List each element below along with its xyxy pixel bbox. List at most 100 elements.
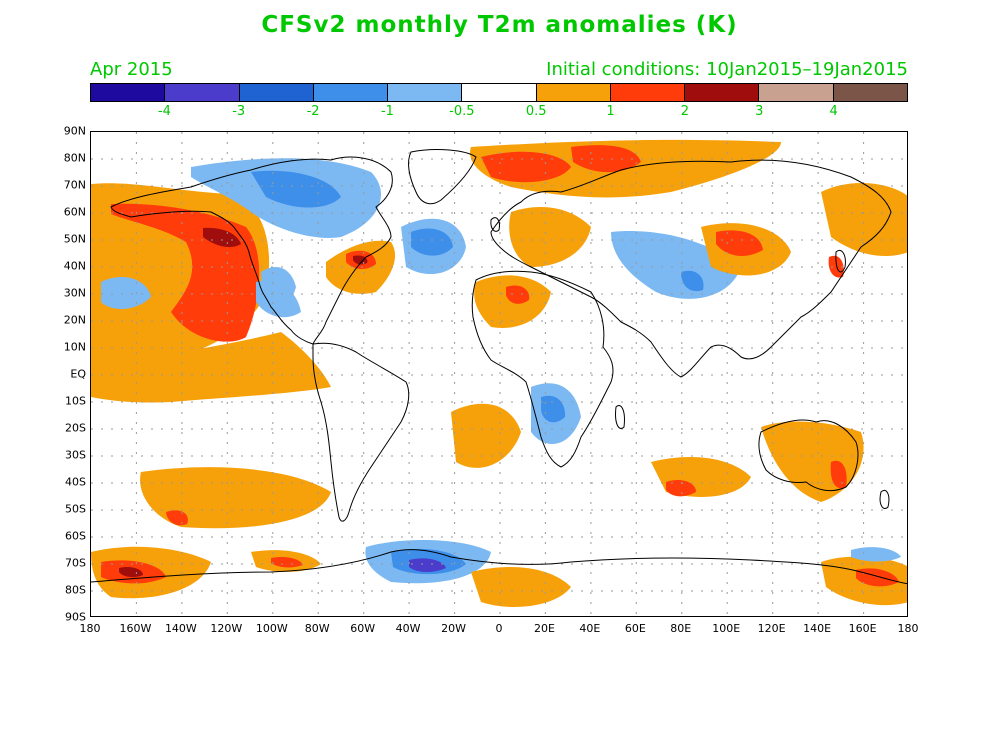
latitude-tick-label: EQ	[70, 367, 86, 381]
latitude-tick-label: 80N	[63, 151, 86, 165]
map-grid	[91, 132, 907, 616]
legend-label: 1	[606, 104, 615, 119]
latitude-tick-label: 60N	[63, 205, 86, 219]
anomaly-n-africa-core	[506, 285, 530, 304]
legend-swatch	[462, 84, 537, 101]
anomaly-arctic-warm-core	[481, 151, 571, 183]
latitude-tick-label: 50N	[63, 232, 86, 246]
longitude-tick-label: 0	[495, 622, 503, 635]
legend-label: 2	[680, 104, 690, 119]
anomaly-s-atlantic-warm	[451, 403, 521, 468]
chart-title: CFSv2 monthly T2m anomalies (K)	[261, 12, 738, 38]
anomaly-s-ocean-warm-1-dark	[119, 566, 143, 578]
anomaly-antarctic-warm-2-core	[271, 556, 303, 568]
coast-eurasia	[490, 159, 892, 378]
latitude-tick-label: 80S	[65, 583, 86, 597]
coast-antarctica	[91, 549, 907, 585]
anomaly-central-asia-core	[716, 230, 763, 256]
legend-swatch	[833, 84, 907, 101]
anomaly-shading	[91, 139, 907, 607]
longitude-tick-label: 60W	[350, 622, 376, 635]
latitude-tick-label: 40N	[63, 259, 86, 273]
anomaly-asia-cold-core	[681, 270, 704, 292]
coast-madagascar	[615, 405, 625, 429]
latitude-tick-label: 90S	[65, 610, 86, 624]
anomaly-s-pacific-core	[166, 510, 188, 526]
longitude-tick-label: 140E	[803, 622, 832, 635]
legend-label: -0.5	[449, 104, 475, 119]
latitude-tick-label: 10S	[65, 394, 86, 408]
map-svg	[91, 132, 907, 616]
longitude-tick-label: 60E	[624, 622, 646, 635]
anomaly-indian-ocean-warm	[651, 457, 751, 497]
longitude-tick-label: 80E	[670, 622, 692, 635]
longitude-tick-label: 80W	[304, 622, 330, 635]
longitude-tick-label: 180	[897, 622, 919, 635]
anomaly-australia-core	[830, 460, 847, 489]
anomaly-weddell-cold-core	[409, 558, 446, 573]
latitude-tick-label: 70N	[63, 178, 86, 192]
longitude-tick-label: 160W	[119, 622, 152, 635]
anomaly-us-cold	[261, 267, 296, 307]
latitude-tick-label: 30S	[65, 448, 86, 462]
latitude-tick-label: 20S	[65, 421, 86, 435]
legend-swatch	[313, 84, 389, 101]
latitude-tick-label: 90N	[63, 124, 86, 138]
longitude-tick-label: 120E	[757, 622, 786, 635]
legend-swatch	[759, 84, 834, 101]
latitude-tick-label: 70S	[65, 556, 86, 570]
coast-north-america	[110, 156, 393, 345]
legend-swatch	[91, 84, 166, 101]
legend-label: -2	[306, 104, 320, 119]
anomaly-ross-warm-core	[856, 568, 899, 587]
anomaly-arctic-warm-core2	[571, 145, 641, 173]
longitude-tick-label: 100E	[712, 622, 741, 635]
anomaly-s-pacific-warm	[140, 467, 331, 529]
longitude-tick-label: 120W	[210, 622, 243, 635]
color-legend	[90, 83, 908, 102]
legend-label: -1	[380, 104, 394, 119]
longitude-tick-label: 40E	[579, 622, 601, 635]
coast-africa	[471, 270, 614, 468]
longitude-tick-label: 160E	[848, 622, 877, 635]
legend-swatch	[388, 84, 463, 101]
anomaly-n-atlantic-cold-core	[411, 228, 453, 256]
legend-label: -4	[157, 104, 171, 119]
forecast-month: Apr 2015	[90, 59, 173, 80]
latitude-tick-label: 10N	[63, 340, 86, 354]
anomaly-indian-ocean-core	[666, 480, 696, 497]
anomaly-africa-cold-core	[541, 395, 566, 423]
anomaly-canada-cold-core	[251, 170, 341, 208]
legend-label: 3	[755, 104, 764, 119]
anomaly-australia-warm	[761, 421, 864, 502]
coast-australia	[758, 419, 859, 492]
initial-conditions: Initial conditions: 10Jan2015–19Jan2015	[546, 59, 908, 80]
longitude-tick-label: 20W	[441, 622, 466, 635]
legend-swatch	[610, 84, 686, 101]
anomaly-pacific-cold-1	[101, 277, 151, 309]
legend-label: 4	[829, 104, 838, 119]
longitude-tick-label: 40W	[395, 622, 421, 635]
coastlines	[91, 149, 907, 585]
longitude-tick-label: 180	[79, 622, 101, 635]
anomaly-ross-cold	[851, 547, 901, 562]
latitude-tick-label: 20N	[63, 313, 86, 327]
legend-swatch	[165, 84, 240, 101]
latitude-tick-label: 40S	[65, 475, 86, 489]
coast-uk	[490, 217, 500, 232]
legend-swatch	[685, 84, 760, 101]
legend-label: 0.5	[525, 104, 547, 119]
anomaly-s-ocean-warm-2	[471, 567, 571, 607]
coast-south-america	[312, 342, 410, 522]
legend-swatch	[239, 84, 314, 101]
latitude-tick-label: 30N	[63, 286, 86, 300]
anomaly-map	[90, 131, 908, 617]
coast-new-zealand	[879, 489, 890, 509]
anomaly-tropical-pacific	[91, 332, 331, 403]
coast-japan	[835, 249, 846, 273]
longitude-tick-label: 100W	[255, 622, 288, 635]
latitude-tick-label: 50S	[65, 502, 86, 516]
legend-label: -3	[232, 104, 246, 119]
longitude-tick-label: 20E	[533, 622, 555, 635]
longitude-tick-label: 140W	[164, 622, 197, 635]
